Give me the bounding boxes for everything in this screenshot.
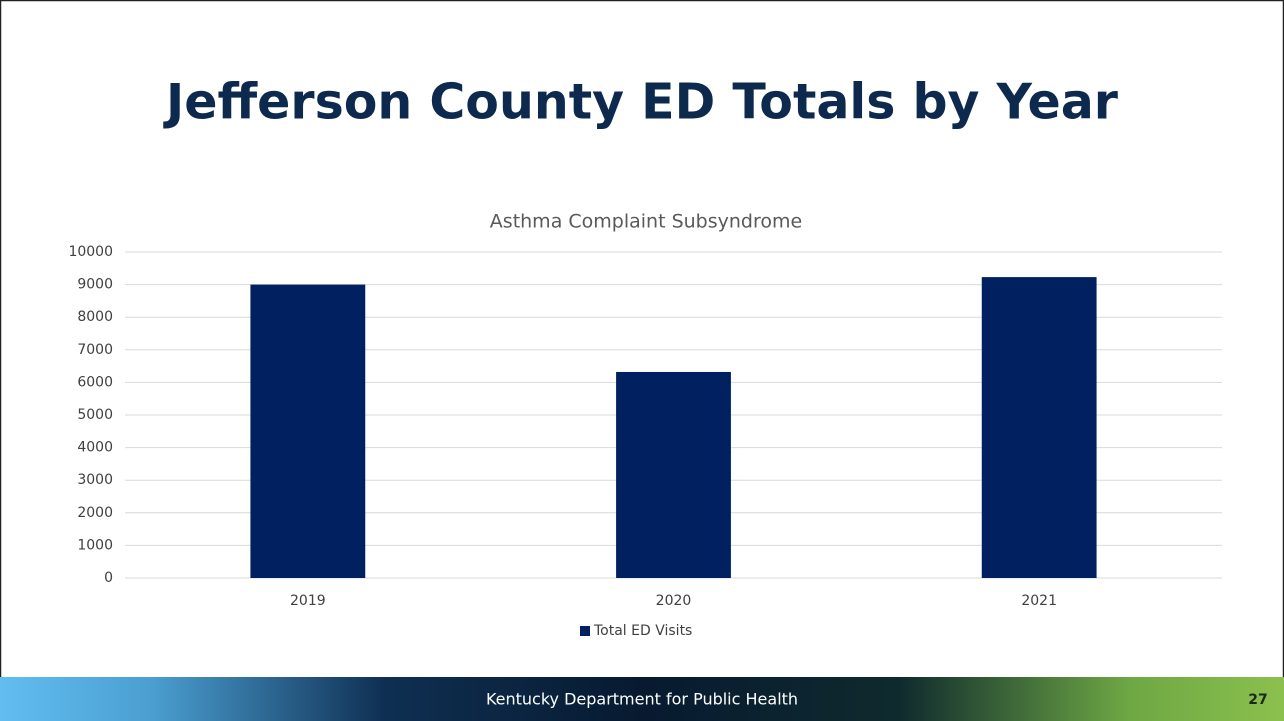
- chart-title: Asthma Complaint Subsyndrome: [490, 211, 802, 233]
- plot-area: 0 1000 2000 3000 4000 5000 6000 7000 8000 9000 100…: [68, 244, 1222, 639]
- bar: [981, 277, 1097, 578]
- y-tick-label: 4000: [77, 440, 113, 456]
- x-tick-label: 2020: [656, 593, 692, 609]
- y-tick-label: 7000: [77, 342, 113, 358]
- legend-swatch: [580, 626, 590, 636]
- y-tick-label: 5000: [77, 407, 113, 423]
- x-tick-label: 2021: [1021, 593, 1057, 609]
- bar: [250, 284, 366, 578]
- y-tick-label: 2000: [77, 505, 113, 521]
- y-tick-label: 1000: [77, 537, 113, 553]
- y-tick-label: 8000: [77, 309, 113, 325]
- y-tick-label: 3000: [77, 472, 113, 488]
- bar: [616, 371, 731, 578]
- y-tick-label: 6000: [77, 374, 113, 390]
- x-tick-label: 2019: [290, 593, 326, 609]
- legend-label: Total ED Visits: [593, 623, 692, 639]
- page-number: 27: [1248, 692, 1267, 708]
- y-tick-label: 0: [104, 570, 113, 586]
- slide-title: Jefferson County ED Totals by Year: [163, 74, 1119, 131]
- y-tick-label: 10000: [68, 244, 113, 260]
- footer-bar: [0, 677, 1284, 721]
- footer-text: Kentucky Department for Public Health: [486, 690, 798, 709]
- y-tick-label: 9000: [77, 277, 113, 293]
